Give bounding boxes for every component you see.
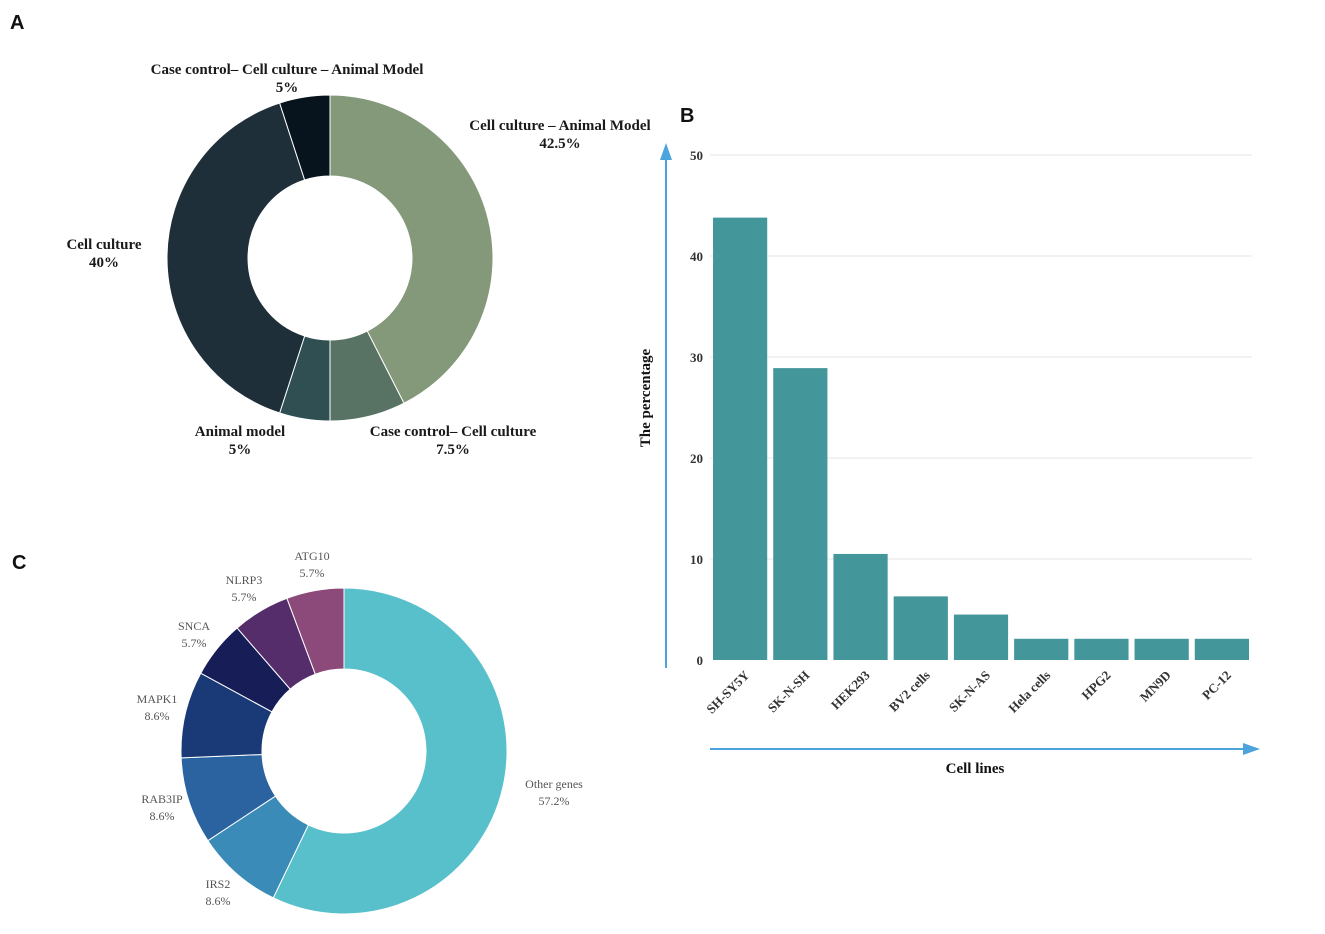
donut-a-slice-4	[278, 94, 331, 181]
x-axis-arrowhead	[1243, 743, 1260, 755]
x-tick-label-8: PC-12	[1199, 668, 1234, 703]
bar-3	[893, 596, 948, 660]
donut-c-slice-6	[286, 587, 345, 675]
bar-7	[1134, 638, 1189, 660]
donut-a-value-4: 5%	[276, 80, 299, 96]
donut-a-slice-0	[329, 94, 494, 404]
x-tick-label-7: MN9D	[1137, 668, 1174, 705]
y-tick-label-4: 40	[690, 249, 703, 264]
donut-c-value-3: 8.6%	[145, 709, 170, 723]
bar-8	[1194, 638, 1249, 660]
y-axis-title: The percentage	[638, 348, 654, 447]
donut-a-value-1: 7.5%	[436, 442, 470, 458]
donut-a-label-2: Animal model	[195, 424, 285, 440]
donut-a-label-0: Cell culture – Animal Model	[469, 118, 650, 134]
bar-chart-b: 0 10 20 30 40 50 SH-SY5Y SK-N-SH HEK293 BV2 cells…	[638, 143, 1260, 777]
donut-a-label-4: Case control– Cell culture – Animal Mode…	[151, 62, 424, 78]
donut-c-value-4: 5.7%	[182, 636, 207, 650]
donut-chart-a: Cell culture – Animal Model 42.5% Case con…	[66, 62, 650, 458]
donut-c-value-5: 5.7%	[232, 590, 257, 604]
donut-c-label-5: NLRP3	[226, 573, 263, 587]
x-tick-label-1: SK-N-SH	[765, 668, 813, 716]
x-axis-title: Cell lines	[946, 761, 1005, 777]
y-tick-label-2: 20	[690, 451, 703, 466]
panel-label-c: C	[12, 552, 27, 574]
donut-c-label-1: IRS2	[206, 877, 231, 891]
donut-a-label-3: Cell culture	[66, 237, 141, 253]
donut-c-label-4: SNCA	[178, 619, 210, 633]
donut-c-value-1: 8.6%	[206, 894, 231, 908]
donut-c-value-0: 57.2%	[539, 794, 570, 808]
bar-2	[833, 553, 888, 660]
bar-4	[953, 614, 1009, 660]
bar-5	[1014, 638, 1069, 660]
x-tick-label-2: HEK293	[828, 667, 873, 712]
panel-label-a: A	[10, 12, 25, 34]
donut-c-label-6: ATG10	[294, 549, 329, 563]
donut-a-value-0: 42.5%	[539, 136, 580, 152]
donut-a-slice-3	[166, 102, 306, 414]
panel-label-b: B	[680, 105, 695, 127]
y-axis-arrowhead	[660, 143, 672, 160]
donut-c-label-2: RAB3IP	[141, 792, 183, 806]
bar-1	[773, 368, 828, 660]
donut-c-label-0: Other genes	[525, 777, 583, 791]
x-tick-label-5: Hela cells	[1005, 668, 1053, 716]
y-tick-label-1: 10	[690, 552, 703, 567]
donut-c-value-6: 5.7%	[300, 566, 325, 580]
y-tick-label-0: 0	[697, 653, 704, 668]
x-tick-label-4: SK-N-AS	[946, 668, 993, 715]
y-tick-label-3: 30	[690, 350, 703, 365]
donut-a-label-1: Case control– Cell culture	[370, 424, 537, 440]
x-tick-label-6: HPG2	[1078, 668, 1113, 703]
x-tick-label-3: BV2 cells	[886, 668, 933, 715]
bar-0	[713, 217, 768, 660]
donut-c-label-3: MAPK1	[137, 692, 178, 706]
donut-a-value-3: 40%	[89, 255, 119, 271]
donut-c-slice-0	[272, 587, 508, 915]
donut-a-value-2: 5%	[229, 442, 252, 458]
donut-chart-c: Other genes 57.2% IRS2 8.6% RAB3IP 8.6% MAPK1 8…	[137, 549, 583, 915]
donut-c-value-2: 8.6%	[150, 809, 175, 823]
y-tick-label-5: 50	[690, 148, 703, 163]
x-tick-label-0: SH-SY5Y	[703, 667, 752, 716]
bar-6	[1074, 638, 1129, 660]
